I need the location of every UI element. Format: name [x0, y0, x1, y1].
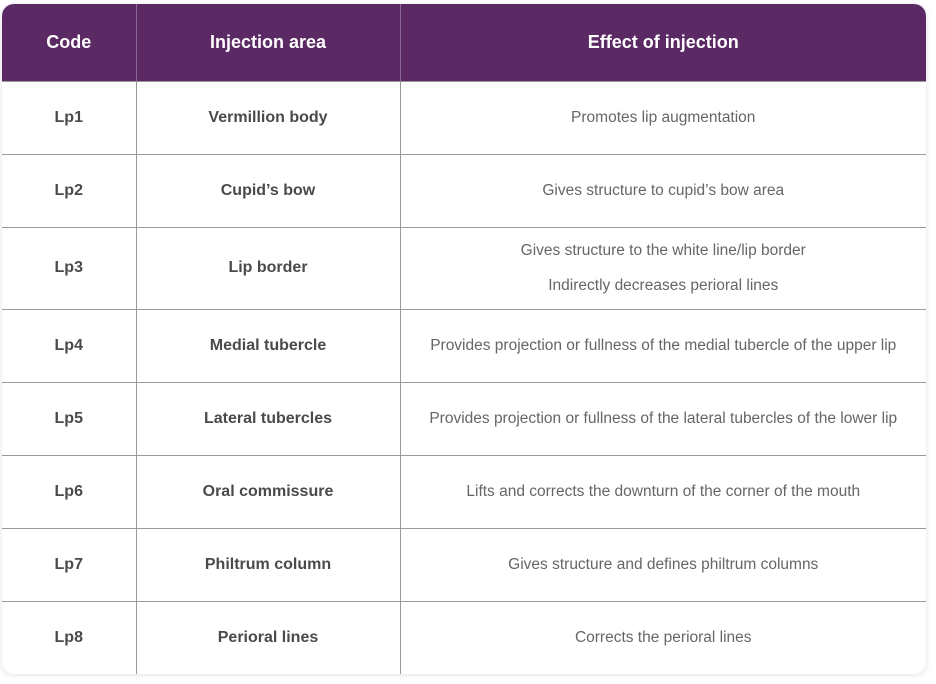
- cell-area: Oral commissure: [136, 454, 401, 528]
- cell-code: Lp6: [2, 454, 137, 528]
- effect-line: Gives structure to cupid’s bow area: [542, 181, 785, 199]
- cell-effect: Corrects the perioral lines: [400, 600, 926, 674]
- table-row: Lp5 Lateral tubercles Provides projectio…: [2, 381, 926, 455]
- effect-line: Provides projection or fullness of the l…: [429, 409, 898, 427]
- effect-line: Provides projection or fullness of the m…: [430, 336, 897, 354]
- cell-effect: Gives structure to cupid’s bow area: [400, 153, 926, 227]
- cell-area: Lateral tubercles: [136, 381, 401, 455]
- injection-table: Code Injection area Effect of injection …: [2, 4, 926, 674]
- table-row: Lp6 Oral commissure Lifts and corrects t…: [2, 454, 926, 528]
- table-row: Lp4 Medial tubercle Provides projection …: [2, 308, 926, 382]
- cell-area: Philtrum column: [136, 527, 401, 601]
- cell-code: Lp1: [2, 80, 137, 154]
- cell-effect: Provides projection or fullness of the m…: [400, 308, 926, 382]
- effect-line: Gives structure and defines philtrum col…: [508, 555, 819, 573]
- injection-table-card: Code Injection area Effect of injection …: [2, 4, 926, 674]
- effect-line: Corrects the perioral lines: [574, 628, 752, 646]
- cell-effect: Lifts and corrects the downturn of the c…: [400, 454, 926, 528]
- header-effect: Effect of injection: [587, 31, 739, 52]
- cell-effect: Promotes lip augmentation: [400, 80, 926, 154]
- table-row: Lp3 Lip border Gives structure to the wh…: [2, 226, 926, 309]
- cell-area: Vermillion body: [136, 80, 401, 154]
- table-header: Code Injection area Effect of injection: [2, 4, 926, 81]
- table-row: Lp2 Cupid’s bow Gives structure to cupid…: [2, 153, 926, 227]
- table-row: Lp8 Perioral lines Corrects the perioral…: [2, 600, 926, 674]
- cell-code: Lp2: [2, 153, 137, 227]
- cell-effect: Gives structure and defines philtrum col…: [400, 527, 926, 601]
- table-body: Lp1 Vermillion body Promotes lip augment…: [2, 80, 926, 674]
- effect-line: Promotes lip augmentation: [571, 108, 756, 126]
- cell-area: Lip border: [136, 226, 401, 309]
- cell-code: Lp3: [2, 226, 137, 309]
- cell-effect: Gives structure to the white line/lip bo…: [400, 226, 926, 309]
- cell-effect: Provides projection or fullness of the l…: [400, 381, 926, 455]
- table-row: Lp1 Vermillion body Promotes lip augment…: [2, 80, 926, 154]
- effect-line: Gives structure to the white line/lip bo…: [520, 241, 806, 259]
- cell-code: Lp8: [2, 600, 137, 674]
- cell-area: Medial tubercle: [136, 308, 401, 382]
- cell-code: Lp4: [2, 308, 137, 382]
- cell-area: Cupid’s bow: [136, 153, 401, 227]
- header-row: Code Injection area Effect of injection: [2, 4, 926, 81]
- cell-code: Lp7: [2, 527, 137, 601]
- effect-line: Indirectly decreases perioral lines: [548, 276, 779, 294]
- effect-line: Lifts and corrects the downturn of the c…: [466, 482, 861, 500]
- header-injection-area: Injection area: [136, 4, 401, 81]
- cell-area: Perioral lines: [136, 600, 401, 674]
- table-row: Lp7 Philtrum column Gives structure and …: [2, 527, 926, 601]
- header-code: Code: [2, 4, 137, 81]
- cell-code: Lp5: [2, 381, 137, 455]
